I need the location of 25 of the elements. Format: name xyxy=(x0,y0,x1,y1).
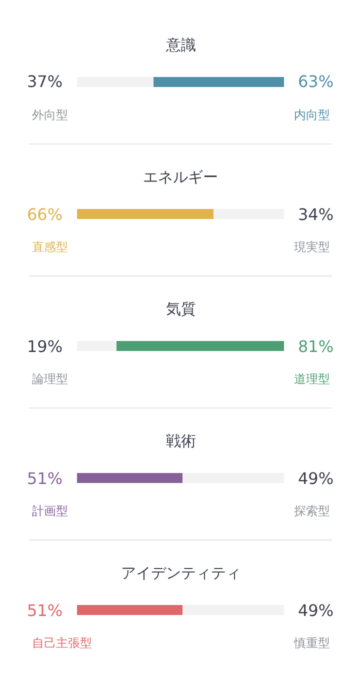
data-label: 81% xyxy=(298,337,334,356)
series-label: 現実型 xyxy=(294,240,330,254)
series-label: 外向型 xyxy=(32,108,68,122)
data-label: 51% xyxy=(27,601,63,620)
series-label: 探索型 xyxy=(294,504,330,518)
data-label: 51% xyxy=(27,469,63,488)
data-label: 37% xyxy=(27,72,63,91)
data-label: 34% xyxy=(298,205,334,224)
data-label: 49% xyxy=(298,601,334,620)
series-label: 直感型 xyxy=(32,240,68,254)
series-label: 論理型 xyxy=(32,372,68,386)
data-label: 66% xyxy=(27,205,63,224)
chart-title: アイデンティティ xyxy=(121,564,241,582)
series-label: 自己主張型 xyxy=(32,636,92,650)
chart-title: 戦術 xyxy=(166,432,196,450)
series-label: 道理型 xyxy=(294,372,330,386)
series-label: 慎重型 xyxy=(293,636,330,650)
data-label: 49% xyxy=(298,469,334,488)
chart-title: エネルギー xyxy=(143,168,218,186)
chart-title: 意識 xyxy=(165,36,196,54)
data-label: 19% xyxy=(27,337,63,356)
data-label: 63% xyxy=(298,72,334,91)
series-label: 内向型 xyxy=(294,108,330,122)
chart-title: 気質 xyxy=(166,300,196,318)
series-label: 計画型 xyxy=(32,504,68,518)
